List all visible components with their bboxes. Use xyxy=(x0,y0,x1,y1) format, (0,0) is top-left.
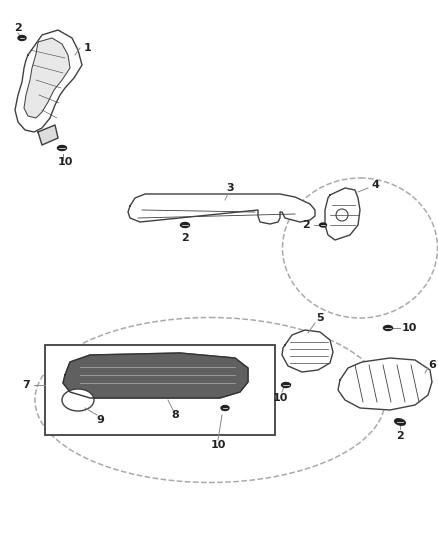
Polygon shape xyxy=(63,353,248,398)
Text: 10: 10 xyxy=(210,440,226,450)
Text: 3: 3 xyxy=(226,183,234,193)
Polygon shape xyxy=(24,38,70,118)
Ellipse shape xyxy=(319,223,326,227)
Ellipse shape xyxy=(62,389,94,411)
Ellipse shape xyxy=(221,406,229,410)
Text: 7: 7 xyxy=(22,380,30,390)
Ellipse shape xyxy=(57,146,67,150)
Text: 8: 8 xyxy=(171,410,179,420)
Polygon shape xyxy=(338,358,432,410)
Text: 2: 2 xyxy=(14,23,22,33)
Polygon shape xyxy=(325,188,360,240)
Polygon shape xyxy=(128,194,315,224)
Ellipse shape xyxy=(282,383,290,387)
Bar xyxy=(45,345,275,435)
Polygon shape xyxy=(38,125,58,145)
Ellipse shape xyxy=(384,326,392,330)
Text: 10: 10 xyxy=(402,323,417,333)
Text: 2: 2 xyxy=(181,233,189,243)
Text: 6: 6 xyxy=(428,360,436,370)
Ellipse shape xyxy=(180,222,190,228)
Polygon shape xyxy=(15,30,82,132)
Text: 10: 10 xyxy=(57,157,73,167)
Ellipse shape xyxy=(18,36,26,41)
Text: 5: 5 xyxy=(316,313,324,323)
Text: 1: 1 xyxy=(84,43,92,53)
Text: 10: 10 xyxy=(272,393,288,403)
Ellipse shape xyxy=(395,419,406,425)
Polygon shape xyxy=(282,330,333,372)
Text: 4: 4 xyxy=(371,180,379,190)
Text: 9: 9 xyxy=(96,415,104,425)
Text: 2: 2 xyxy=(396,431,404,441)
Text: 2: 2 xyxy=(302,220,310,230)
